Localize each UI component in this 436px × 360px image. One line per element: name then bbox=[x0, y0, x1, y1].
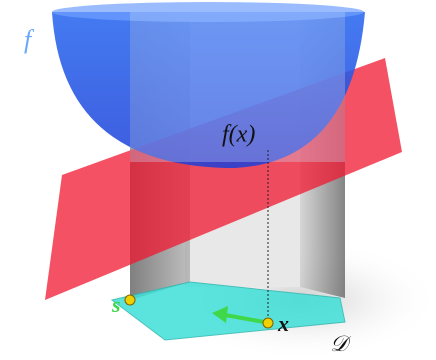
value-label: f(x) bbox=[222, 122, 255, 148]
start-label: s bbox=[111, 292, 121, 317]
diagram: f f(x) s x 𝒟 bbox=[0, 0, 436, 360]
point-label: x bbox=[277, 311, 289, 336]
function-label: f bbox=[24, 25, 35, 54]
point-s bbox=[125, 295, 135, 305]
point-x bbox=[263, 318, 273, 328]
